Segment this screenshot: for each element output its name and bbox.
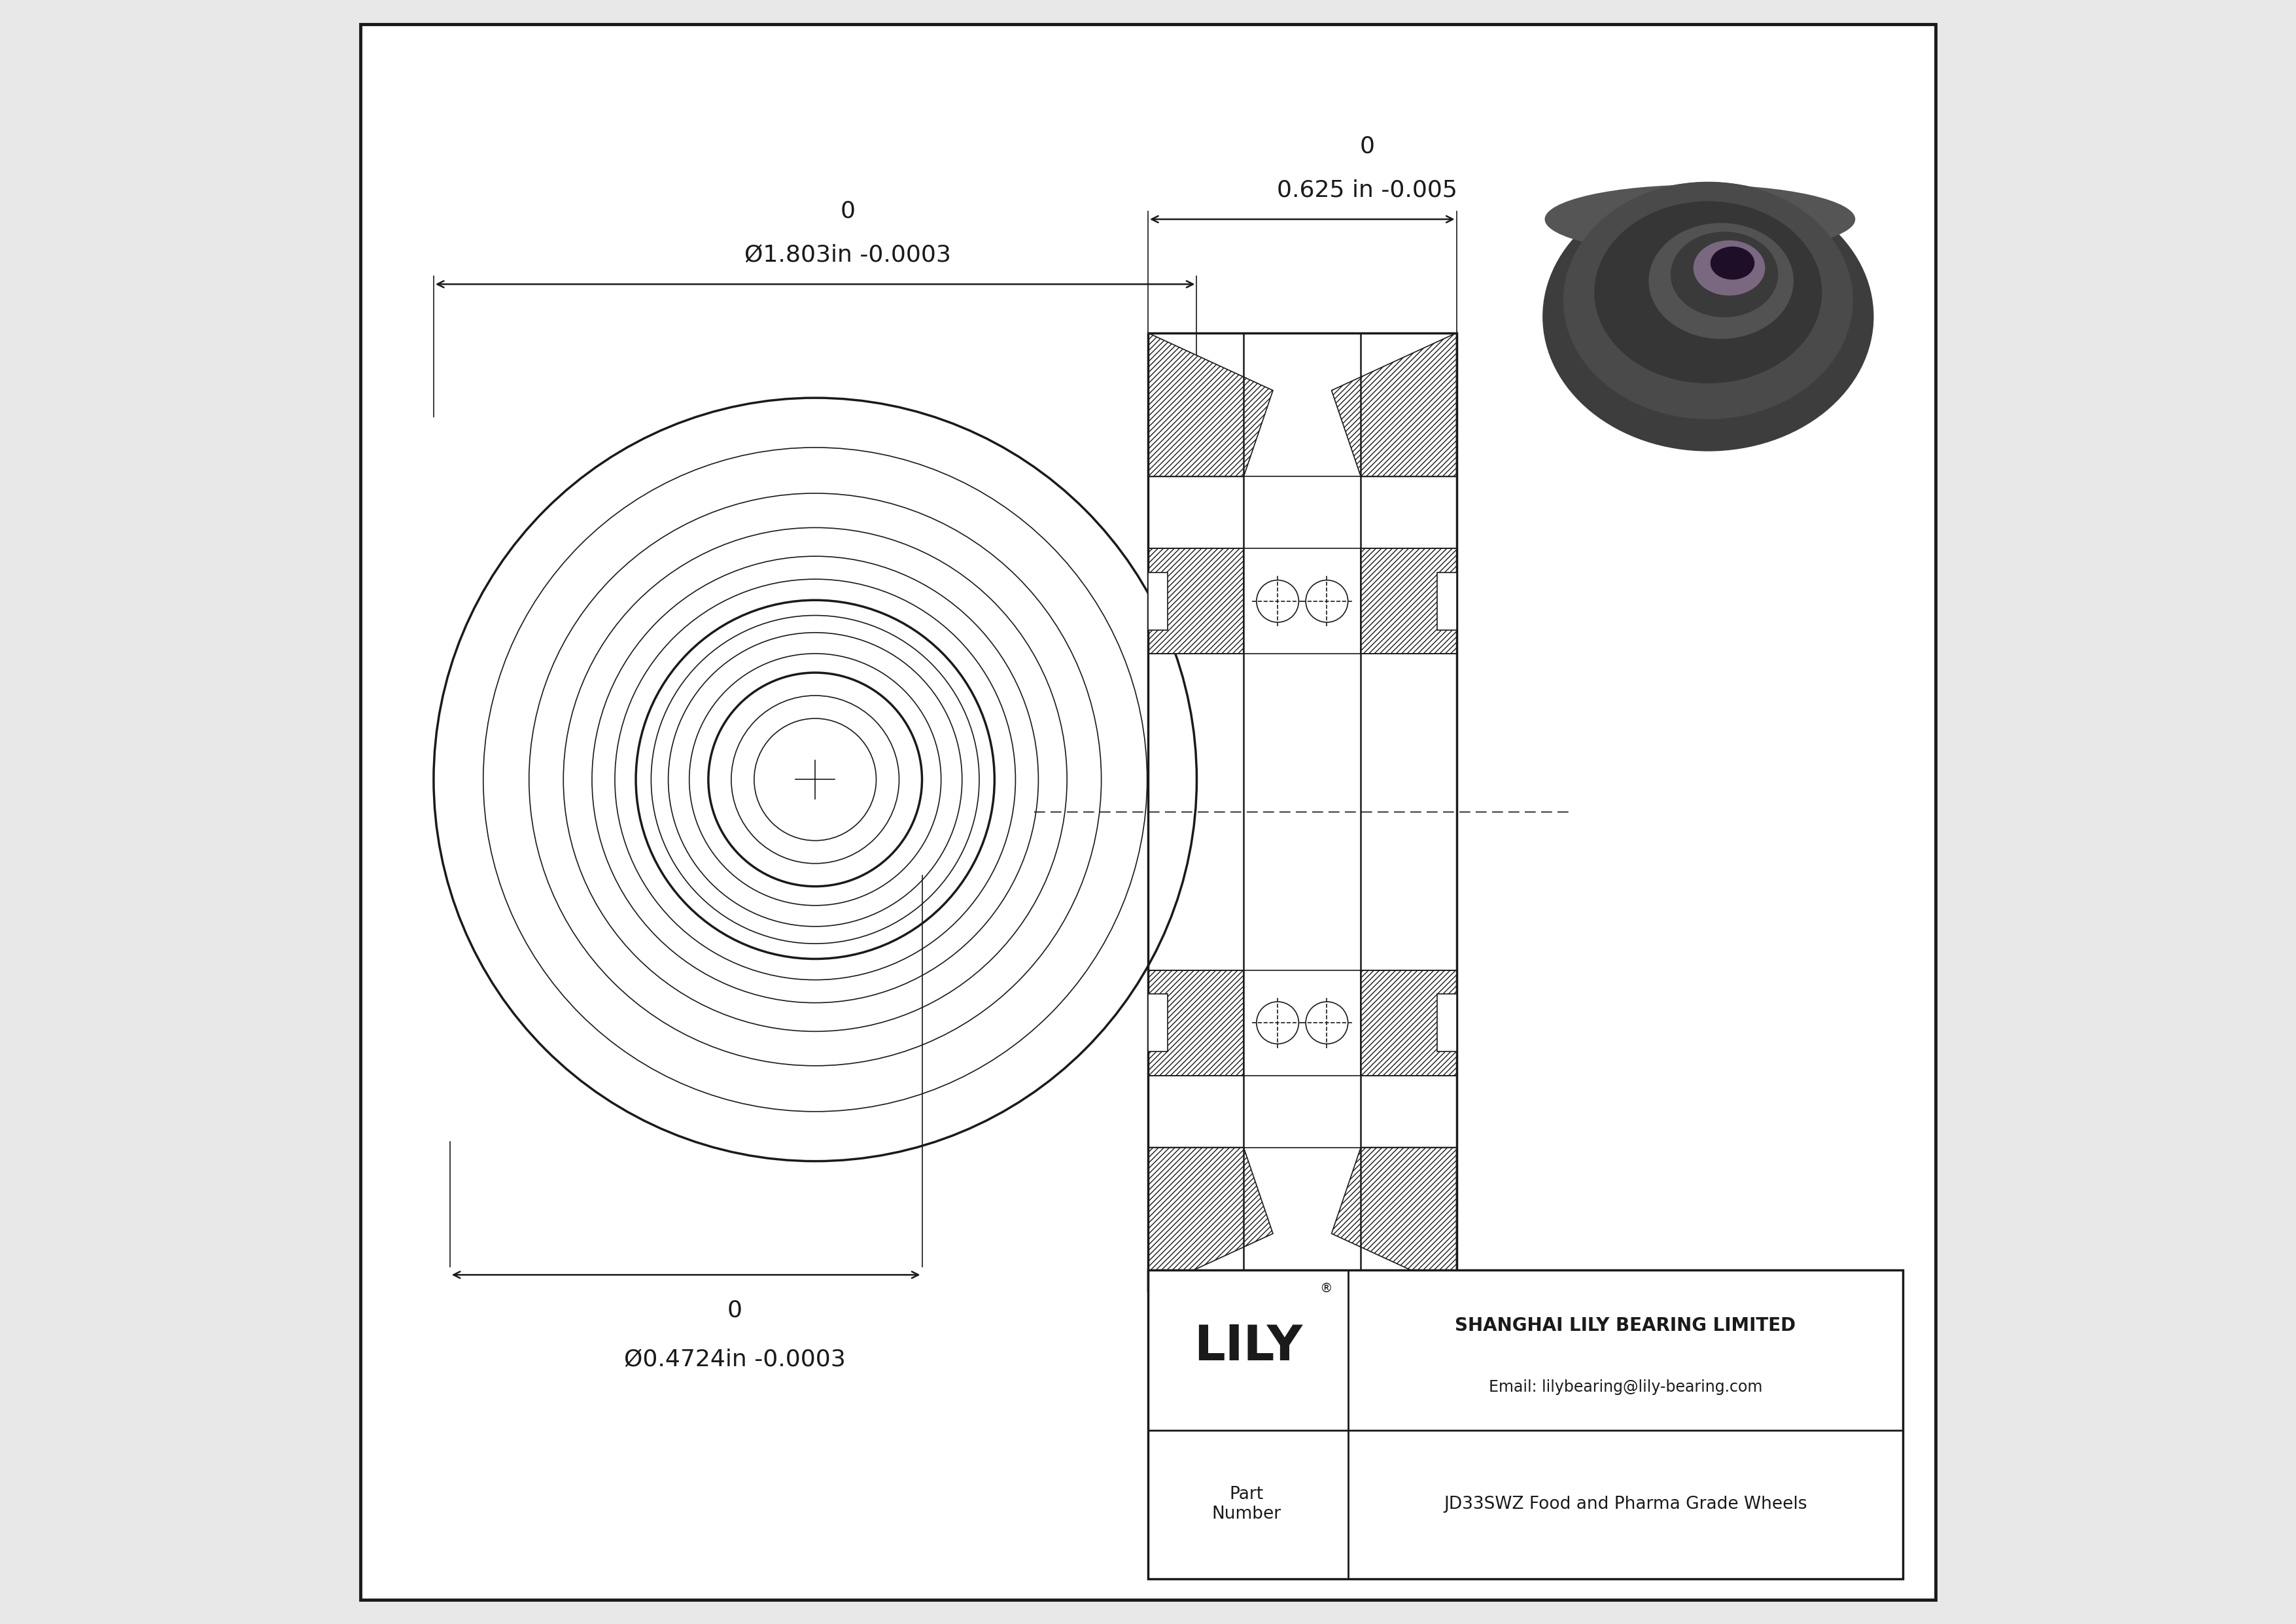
Text: LILY: LILY	[1194, 1324, 1302, 1371]
Ellipse shape	[1694, 240, 1766, 296]
Text: Email: lilybearing@lily-bearing.com: Email: lilybearing@lily-bearing.com	[1488, 1379, 1763, 1395]
Text: Ø1.803in -0.0003: Ø1.803in -0.0003	[744, 244, 951, 266]
Bar	[1148, 333, 1456, 1291]
Text: 0: 0	[1359, 135, 1375, 158]
Ellipse shape	[1711, 247, 1754, 279]
Bar	[1148, 572, 1166, 630]
Text: 0: 0	[728, 1299, 742, 1322]
Ellipse shape	[1306, 580, 1348, 622]
Circle shape	[652, 615, 978, 944]
Polygon shape	[1148, 333, 1272, 477]
Polygon shape	[1362, 549, 1456, 654]
Polygon shape	[1332, 1147, 1456, 1291]
Text: SHANGHAI LILY BEARING LIMITED: SHANGHAI LILY BEARING LIMITED	[1456, 1317, 1795, 1335]
Bar	[1437, 572, 1456, 630]
Circle shape	[668, 633, 962, 926]
Circle shape	[709, 672, 923, 887]
Circle shape	[528, 494, 1102, 1065]
Circle shape	[636, 601, 994, 958]
Bar	[1148, 1270, 1903, 1579]
Ellipse shape	[1256, 580, 1300, 622]
Polygon shape	[1148, 970, 1244, 1075]
Ellipse shape	[1543, 182, 1874, 451]
Polygon shape	[1332, 333, 1456, 477]
Bar	[1437, 994, 1456, 1052]
Ellipse shape	[1545, 185, 1855, 253]
Ellipse shape	[1649, 222, 1793, 339]
Polygon shape	[1148, 549, 1244, 654]
Polygon shape	[1362, 970, 1456, 1075]
Ellipse shape	[1256, 1002, 1300, 1044]
Circle shape	[689, 653, 941, 906]
Text: 0.625 in -0.005: 0.625 in -0.005	[1277, 179, 1458, 201]
Circle shape	[434, 398, 1196, 1161]
Circle shape	[592, 557, 1038, 1002]
Ellipse shape	[1306, 1002, 1348, 1044]
Text: ®: ®	[1320, 1283, 1332, 1294]
Circle shape	[753, 718, 877, 841]
Text: 0: 0	[840, 200, 854, 222]
Circle shape	[563, 528, 1068, 1031]
Ellipse shape	[1564, 182, 1853, 419]
Text: JD33SWZ Food and Pharma Grade Wheels: JD33SWZ Food and Pharma Grade Wheels	[1444, 1496, 1807, 1514]
Text: Ø0.4724in -0.0003: Ø0.4724in -0.0003	[625, 1348, 845, 1371]
Circle shape	[615, 580, 1015, 979]
Circle shape	[730, 695, 900, 864]
Ellipse shape	[1671, 232, 1777, 317]
Circle shape	[482, 448, 1148, 1111]
Ellipse shape	[1593, 201, 1823, 383]
Bar	[1148, 994, 1166, 1052]
Polygon shape	[1148, 1147, 1272, 1291]
Text: Part
Number: Part Number	[1212, 1486, 1281, 1523]
